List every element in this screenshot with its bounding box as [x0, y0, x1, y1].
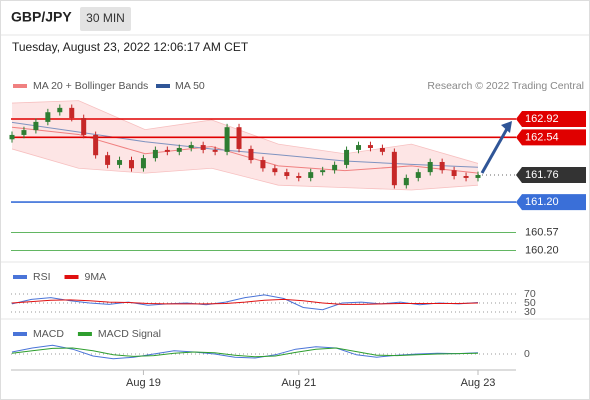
candle-body — [9, 134, 15, 140]
candle-body — [45, 112, 51, 122]
ma50-line — [11, 121, 479, 168]
level-tag — [516, 129, 586, 146]
forecast-arrowhead — [501, 120, 512, 133]
legend-swatch — [13, 275, 27, 279]
level-label: 162.54 — [525, 131, 559, 143]
legend-label: RSI — [33, 271, 51, 283]
legend-swatch — [77, 332, 92, 336]
level-label: 161.20 — [525, 196, 559, 208]
x-tick-label: Aug 23 — [461, 377, 496, 389]
level-tag — [516, 194, 586, 211]
candle-body — [188, 145, 194, 148]
candle-body — [344, 149, 350, 165]
legend-label: MA 50 — [175, 80, 205, 92]
interval[interactable]: 30 MIN — [86, 11, 125, 25]
x-tick-label: Aug 21 — [281, 377, 316, 389]
candle-body — [248, 148, 254, 161]
candle-body — [403, 177, 409, 186]
candle-body — [439, 161, 445, 171]
candle-body — [81, 118, 87, 135]
macd-line — [11, 347, 479, 358]
legend-swatch — [13, 84, 27, 88]
candle-body — [21, 130, 27, 135]
bollinger-upper — [11, 100, 479, 164]
bollinger-lower — [11, 148, 479, 191]
candle-body — [308, 172, 314, 178]
level-label: 160.20 — [525, 244, 559, 256]
candle-body — [451, 170, 457, 176]
candle-body — [176, 147, 182, 152]
legend-label: MACD Signal — [98, 328, 161, 340]
timestamp: Tuesday, August 23, 2022 12:06:17 AM CET — [12, 40, 249, 54]
y-tick-label: 30 — [524, 306, 536, 318]
candle-body — [57, 107, 63, 113]
y-tick-label: 50 — [524, 297, 536, 309]
legend-label: 9MA — [85, 271, 107, 283]
candle-body — [296, 176, 302, 178]
candle-body — [212, 149, 218, 152]
level-label: 161.76 — [525, 169, 559, 181]
candle-body — [152, 149, 158, 159]
candle-body — [33, 121, 39, 131]
candle-body — [367, 145, 373, 148]
candle-body — [164, 149, 170, 152]
level-tag — [516, 110, 586, 127]
symbol: GBP/JPY — [11, 9, 72, 25]
y-tick-label: 0 — [524, 348, 530, 360]
candle-body — [105, 155, 111, 165]
legend-label: MA 20 + Bollinger Bands — [33, 80, 148, 92]
candle-body — [224, 127, 230, 152]
candle-body — [427, 161, 433, 173]
legend-swatch — [156, 84, 170, 88]
candle-body — [140, 158, 146, 169]
candle-body — [128, 160, 134, 169]
candle-body — [391, 151, 397, 186]
candle-body — [320, 170, 326, 173]
legend-swatch — [64, 275, 79, 279]
forecast-arrow — [480, 126, 510, 174]
candle-body — [117, 160, 123, 165]
candle-body — [236, 127, 242, 149]
candle-body — [260, 160, 266, 169]
legend-label: MACD — [33, 328, 64, 340]
candle-body — [475, 175, 481, 178]
level-label: 160.57 — [525, 226, 559, 238]
x-tick-label: Aug 19 — [126, 377, 161, 389]
credit: Research © 2022 Trading Central — [427, 80, 584, 92]
candle-body — [463, 176, 469, 178]
bollinger-fill — [12, 100, 478, 191]
level-label: 162.92 — [525, 113, 559, 125]
candle-body — [284, 172, 290, 176]
candle-body — [415, 172, 421, 178]
rsi-line — [11, 294, 479, 311]
candle-body — [272, 168, 278, 173]
candle-body — [332, 164, 338, 171]
level-tag — [516, 167, 586, 184]
candle-body — [93, 134, 99, 156]
candle-body — [69, 107, 75, 119]
candle-body — [200, 145, 206, 150]
interval-badge[interactable] — [80, 7, 131, 31]
candle-body — [379, 147, 385, 152]
y-tick-label: 70 — [524, 288, 536, 300]
legend-swatch — [13, 332, 27, 336]
rsi-line — [11, 298, 479, 305]
candle-body — [356, 145, 362, 150]
